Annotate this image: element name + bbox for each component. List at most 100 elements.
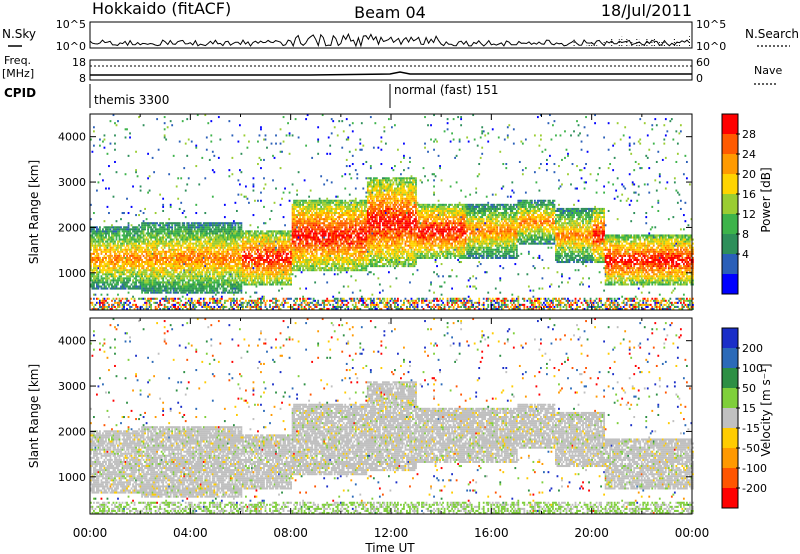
power-cell — [202, 234, 205, 237]
power-cell — [177, 307, 180, 310]
power-cell — [202, 303, 205, 306]
power-cell — [272, 305, 274, 308]
power-cell — [208, 238, 211, 241]
power-cell — [186, 269, 189, 272]
power-cell — [223, 269, 226, 272]
power-cell — [139, 189, 142, 192]
power-cell — [157, 258, 160, 261]
power-cell — [284, 234, 286, 237]
power-cell — [210, 285, 213, 288]
power-cell — [190, 252, 193, 255]
power-cell — [99, 226, 101, 229]
power-cell — [272, 250, 274, 253]
power-cell — [121, 258, 124, 261]
power-cell — [115, 301, 118, 304]
power-cell — [251, 240, 253, 243]
power-cell — [178, 261, 181, 264]
power-cell — [315, 205, 318, 208]
power-cell — [282, 232, 285, 235]
power-cell — [252, 281, 255, 284]
power-cell — [228, 273, 231, 276]
power-cell — [234, 258, 237, 261]
power-cell — [201, 156, 204, 159]
power-cell — [210, 289, 213, 292]
power-cell — [231, 252, 234, 255]
power-cell — [127, 230, 130, 233]
power-cell — [135, 230, 137, 233]
power-cell — [130, 273, 133, 276]
power-cell — [317, 301, 320, 304]
power-cell — [126, 283, 128, 286]
power-cell — [223, 267, 226, 270]
power-cell — [297, 261, 300, 264]
power-cell — [198, 248, 201, 251]
power-cell — [184, 271, 187, 274]
power-cell — [181, 240, 184, 243]
power-cell — [196, 234, 199, 237]
power-cell — [226, 244, 229, 247]
power-cell — [93, 240, 95, 243]
power-cell — [144, 248, 146, 251]
power-cell — [216, 303, 219, 306]
power-cell — [150, 289, 153, 292]
power-cell — [214, 301, 217, 304]
power-cell — [248, 246, 250, 249]
power-cell — [287, 256, 289, 259]
power-cell — [195, 277, 198, 280]
power-cell — [240, 271, 243, 274]
power-cell — [126, 297, 128, 300]
power-cell — [154, 222, 157, 225]
power-cell — [132, 303, 134, 306]
power-cell — [294, 199, 297, 202]
power-cell — [223, 236, 226, 239]
power-cell — [169, 248, 172, 251]
power-cell — [300, 220, 303, 223]
power-cell — [258, 297, 261, 300]
power-cell — [217, 222, 220, 225]
power-cell — [96, 261, 98, 264]
power-cell — [300, 246, 303, 249]
power-cell — [138, 285, 140, 288]
power-cell — [183, 238, 186, 241]
power-cell — [210, 283, 213, 286]
power-cell — [97, 297, 100, 300]
power-cell — [109, 142, 112, 145]
power-cell — [285, 248, 288, 251]
power-cell — [121, 256, 124, 259]
power-cell — [163, 273, 166, 276]
power-cell — [202, 246, 205, 249]
power-cell — [157, 250, 160, 253]
power-cell — [157, 279, 160, 282]
power-cell — [114, 242, 116, 245]
power-cell — [308, 195, 311, 198]
power-cell — [190, 261, 193, 264]
power-cell — [189, 224, 192, 227]
power-cell — [124, 273, 127, 276]
power-cell — [278, 246, 280, 249]
power-cell — [108, 256, 110, 259]
power-cell — [211, 240, 214, 243]
power-cell — [201, 252, 204, 255]
power-cell — [90, 275, 92, 278]
power-cell — [96, 258, 98, 261]
power-cell — [177, 267, 180, 270]
power-cell — [303, 218, 306, 221]
power-cell — [102, 269, 104, 272]
power-cell — [311, 230, 314, 233]
power-cell — [195, 212, 198, 215]
power-cell — [103, 269, 106, 272]
power-cell — [148, 279, 151, 282]
power-cell — [225, 299, 228, 302]
power-cell — [123, 248, 125, 251]
power-cell — [222, 236, 225, 239]
power-cell — [302, 209, 305, 212]
power-cell — [148, 242, 151, 245]
power-cell — [139, 281, 142, 284]
power-cell — [281, 254, 283, 257]
power-cell — [103, 230, 106, 233]
power-cell — [291, 307, 294, 310]
power-cell — [139, 232, 142, 235]
power-cell — [112, 287, 115, 290]
power-cell — [294, 258, 297, 261]
power-cell — [186, 118, 189, 121]
